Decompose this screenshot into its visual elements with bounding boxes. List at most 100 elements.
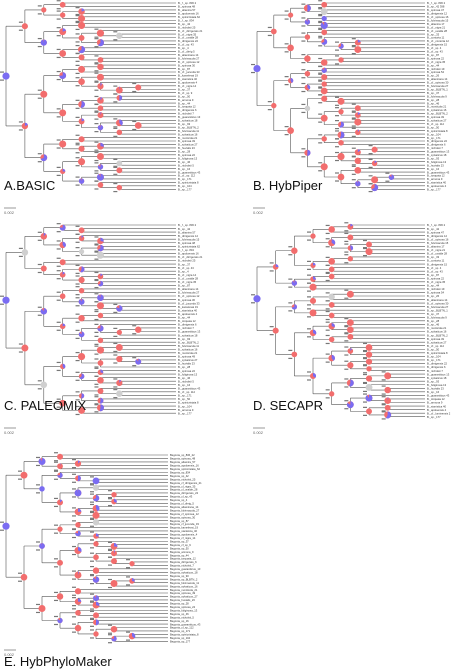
node-pie-chart	[271, 102, 277, 109]
node-pie-chart	[59, 1, 66, 8]
tip-label: B._huvialis 23	[427, 163, 444, 167]
tip-label: B._sp._28	[427, 98, 440, 102]
support-mark	[301, 25, 306, 27]
tip-label: B._torquata 12	[427, 174, 445, 178]
node-pie-chart	[97, 83, 104, 90]
support-mark	[94, 159, 99, 162]
node-pie-chart	[272, 264, 279, 270]
support-mark	[318, 45, 323, 47]
support-mark	[132, 333, 137, 335]
tip-label: B._sp._26	[427, 294, 440, 298]
tree-e-svg: Begonia_sp_836_22Begonia_spinosa_48Begon…	[0, 452, 202, 651]
node-pie-chart	[60, 363, 66, 370]
tip-label: B._spinicristata 8	[427, 351, 448, 355]
support-mark	[0, 529, 4, 531]
support-mark	[325, 264, 330, 266]
support-mark	[18, 121, 23, 123]
tip-label: Begonia_sylvaticus_16	[170, 584, 198, 588]
support-mark	[113, 135, 118, 137]
node-pie-chart	[38, 604, 46, 612]
node-pie-chart	[74, 508, 82, 516]
node-pie-chart	[92, 505, 100, 512]
tip-label: B._f._sp. 836 2	[427, 223, 446, 227]
support-mark	[94, 244, 99, 246]
tip-label: B._apoloensis 4	[427, 408, 447, 412]
node-pie-chart	[96, 173, 104, 181]
tip-label: Begonia_cf_dirrig_5	[170, 502, 194, 506]
node-pie-chart	[304, 34, 311, 40]
support-mark	[72, 507, 76, 509]
support-mark	[132, 357, 137, 359]
tip-label: B._fulvimacula 15	[427, 18, 449, 22]
node-pie-chart	[354, 149, 361, 156]
tip-label: B._cf._spinosa 12	[178, 60, 200, 64]
node-pie-chart	[320, 59, 328, 66]
tip-label: B._sp._171	[178, 177, 192, 181]
node-pie-chart	[304, 70, 311, 77]
support-mark	[344, 340, 349, 342]
node-pie-chart	[354, 105, 361, 112]
support-mark	[94, 367, 99, 369]
support-mark	[368, 153, 373, 155]
support-mark	[90, 608, 94, 610]
support-mark	[288, 278, 293, 280]
node-pie-chart	[74, 546, 82, 555]
node-pie-chart	[78, 136, 85, 143]
support-mark	[318, 87, 323, 89]
node-pie-chart	[96, 346, 105, 354]
support-mark	[318, 94, 323, 96]
node-pie-chart	[371, 176, 379, 184]
support-mark	[301, 156, 306, 158]
support-mark	[56, 139, 61, 141]
tip-label: B._sp._BLBTN_1	[427, 308, 448, 312]
support-mark	[335, 49, 339, 51]
support-mark	[75, 321, 80, 323]
support-mark	[56, 147, 61, 149]
node-pie-chart	[328, 273, 335, 280]
support-mark	[36, 456, 40, 459]
tip-label: Begonia_sp_46	[170, 612, 189, 616]
support-mark	[113, 118, 118, 120]
node-pie-chart	[56, 593, 64, 600]
tip-label: B._cf._dirrigensis 21	[178, 255, 203, 259]
tip-label: Begonia_dirrigensis_6	[170, 560, 197, 564]
tip-label: B._sp._16	[178, 167, 191, 171]
tip-label: Begonia_cf_jucunda_33	[170, 522, 199, 526]
support-mark	[132, 82, 137, 85]
support-mark	[54, 461, 58, 463]
support-mark	[288, 310, 293, 312]
support-mark	[94, 151, 99, 154]
tip-label: B._fuliginosa 13	[178, 372, 198, 376]
node-pie-chart	[97, 244, 104, 252]
tip-label: B._sp._33	[427, 255, 440, 259]
node-pie-chart	[320, 114, 328, 122]
tip-label: B._sp._44	[178, 316, 191, 320]
node-pie-chart	[97, 237, 104, 245]
panel-a-label: A.BASIC	[4, 178, 56, 193]
node-pie-neutral	[96, 251, 105, 259]
support-mark	[90, 617, 94, 619]
support-mark	[325, 279, 330, 282]
support-mark	[344, 378, 349, 380]
support-mark	[351, 111, 356, 113]
support-mark	[75, 272, 80, 274]
support-mark	[90, 573, 94, 576]
support-mark	[325, 271, 330, 274]
node-pie-neutral	[320, 8, 328, 15]
support-mark	[94, 110, 99, 112]
support-mark	[325, 334, 330, 337]
tip-label: Begonia_nicholsii_7	[170, 564, 194, 568]
tip-label: B._altamirana 14	[178, 287, 199, 291]
node-pie-chart	[110, 580, 118, 588]
support-mark	[94, 343, 99, 345]
support-mark	[94, 28, 99, 30]
tip-label: B._guaraniticus 13	[427, 372, 450, 376]
support-mark	[113, 190, 118, 193]
tip-label: Begonia_fulvimacula_11	[170, 581, 200, 585]
tip-label: B._guaraniticus 43	[178, 387, 201, 391]
node-pie-chart	[371, 184, 379, 192]
support-mark	[325, 397, 330, 399]
tip-label: Begonia_apoloensis_4	[170, 533, 198, 537]
support-mark	[56, 0, 61, 2]
tip-label: B._dirrigensis 15	[427, 262, 448, 266]
